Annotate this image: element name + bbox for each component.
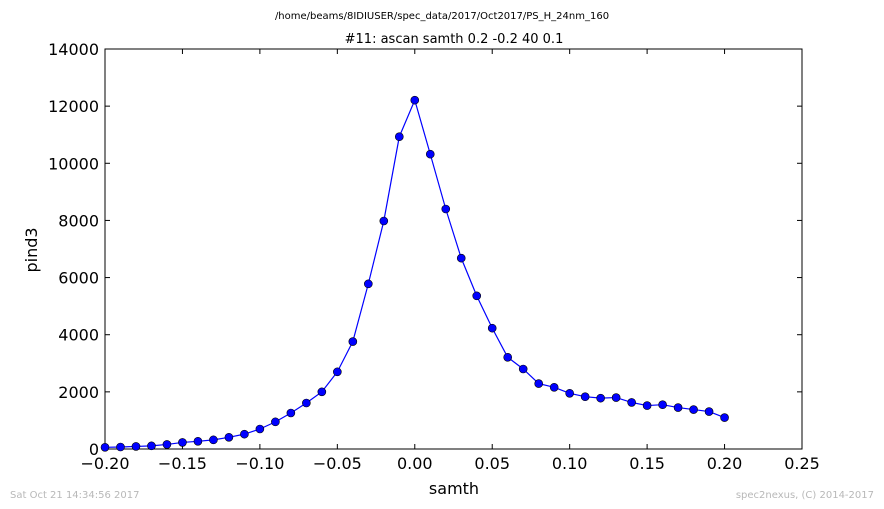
data-point <box>534 379 543 388</box>
data-point <box>271 417 280 427</box>
data-point <box>410 95 420 105</box>
data-point <box>425 149 435 159</box>
series-line <box>104 98 725 448</box>
data-point <box>565 388 574 398</box>
data-point <box>720 413 729 422</box>
y-tick-label: 4000 <box>58 326 99 345</box>
data-point <box>518 364 528 374</box>
y-axis-label: pind3 <box>22 227 41 272</box>
data-series <box>100 95 729 452</box>
y-tick-label: 8000 <box>58 211 99 230</box>
data-point <box>704 407 714 416</box>
data-point <box>472 291 482 301</box>
data-point <box>658 400 667 410</box>
data-point <box>348 337 358 346</box>
x-tick-label: 0.25 <box>784 454 820 473</box>
x-tick-label: 0.15 <box>629 454 665 473</box>
data-point <box>333 367 342 377</box>
x-tick-label: −0.20 <box>80 454 129 473</box>
data-point <box>487 323 497 333</box>
data-point <box>627 398 636 407</box>
data-point <box>240 429 249 439</box>
y-tick-label: 10000 <box>48 154 99 173</box>
data-point <box>147 441 156 451</box>
data-point <box>394 132 404 142</box>
y-tick-label: 12000 <box>48 97 99 116</box>
data-point <box>302 398 311 408</box>
x-tick-label: 0.20 <box>707 454 743 473</box>
data-point <box>503 352 513 362</box>
data-point <box>162 440 172 449</box>
data-point <box>441 204 451 214</box>
x-tick-label: 0.00 <box>397 454 433 473</box>
x-tick-label: −0.10 <box>235 454 284 473</box>
x-tick-label: −0.05 <box>313 454 362 473</box>
x-tick-label: 0.05 <box>474 454 510 473</box>
data-point <box>224 432 234 442</box>
plot-frame <box>104 48 803 450</box>
data-point <box>673 403 683 412</box>
data-point <box>100 442 110 452</box>
y-tick-label: 6000 <box>58 269 99 288</box>
figure-suptitle: /home/beams/8IDIUSER/spec_data/2017/Oct2… <box>275 11 609 22</box>
data-point <box>549 382 559 392</box>
data-point <box>178 438 187 447</box>
footer-timestamp: Sat Oct 21 14:34:56 2017 <box>10 490 140 501</box>
data-point <box>116 442 125 452</box>
data-point <box>317 387 327 397</box>
data-point <box>456 253 466 263</box>
y-tick-label: 14000 <box>48 40 99 59</box>
data-point <box>255 424 265 434</box>
data-point <box>596 393 605 403</box>
chart-title: #11: ascan samth 0.2 -0.2 40 0.1 <box>345 32 564 47</box>
y-tick-label: 0 <box>89 440 99 459</box>
data-point <box>193 436 203 446</box>
data-point <box>131 442 141 451</box>
y-tick-label: 2000 <box>58 383 99 402</box>
x-tick-label: −0.15 <box>158 454 207 473</box>
data-point <box>611 393 621 402</box>
data-point <box>286 408 296 418</box>
axis-ticks: −0.20 −0.15 −0.10 −0.05 0.00 0.05 0.10 0.15 0.20… <box>48 40 820 473</box>
data-point <box>642 401 652 410</box>
data-point <box>364 279 373 289</box>
x-axis-label: samth <box>429 479 479 498</box>
data-point <box>209 435 218 445</box>
x-tick-label: 0.10 <box>552 454 588 473</box>
footer-credit: spec2nexus, (C) 2014-2017 <box>736 490 874 501</box>
data-point <box>379 216 389 226</box>
data-point <box>580 392 590 402</box>
data-point <box>689 405 698 414</box>
